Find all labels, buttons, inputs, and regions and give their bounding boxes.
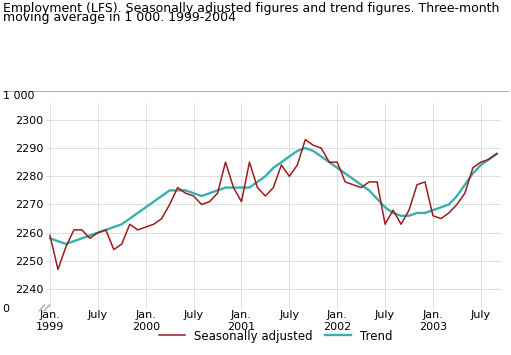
Seasonally adjusted [47,233,53,237]
Line: Seasonally adjusted: Seasonally adjusted [50,140,497,269]
Text: 1 000: 1 000 [3,91,34,101]
Trend [374,197,380,201]
Trend [79,236,85,240]
Seasonally adjusted [79,228,85,232]
Line: Trend: Trend [50,148,497,244]
Trend [366,188,372,192]
Text: moving average in 1 000. 1999-2004: moving average in 1 000. 1999-2004 [3,11,236,24]
Seasonally adjusted [246,160,252,164]
Seasonally adjusted [302,137,308,142]
Text: Employment (LFS). Seasonally adjusted figures and trend figures. Three-month: Employment (LFS). Seasonally adjusted fi… [3,2,499,15]
Trend [71,239,77,243]
Trend [47,236,53,240]
Seasonally adjusted [175,185,181,190]
Trend [246,185,252,190]
Seasonally adjusted [374,180,380,184]
Seasonally adjusted [71,228,77,232]
Seasonally adjusted [55,267,61,272]
Seasonally adjusted [494,152,500,156]
Legend: Seasonally adjusted, Trend: Seasonally adjusted, Trend [154,325,398,347]
Trend [175,188,181,192]
Trend [63,242,69,246]
Seasonally adjusted [366,180,372,184]
Text: 0: 0 [3,304,10,314]
Trend [494,152,500,156]
Trend [302,146,308,150]
